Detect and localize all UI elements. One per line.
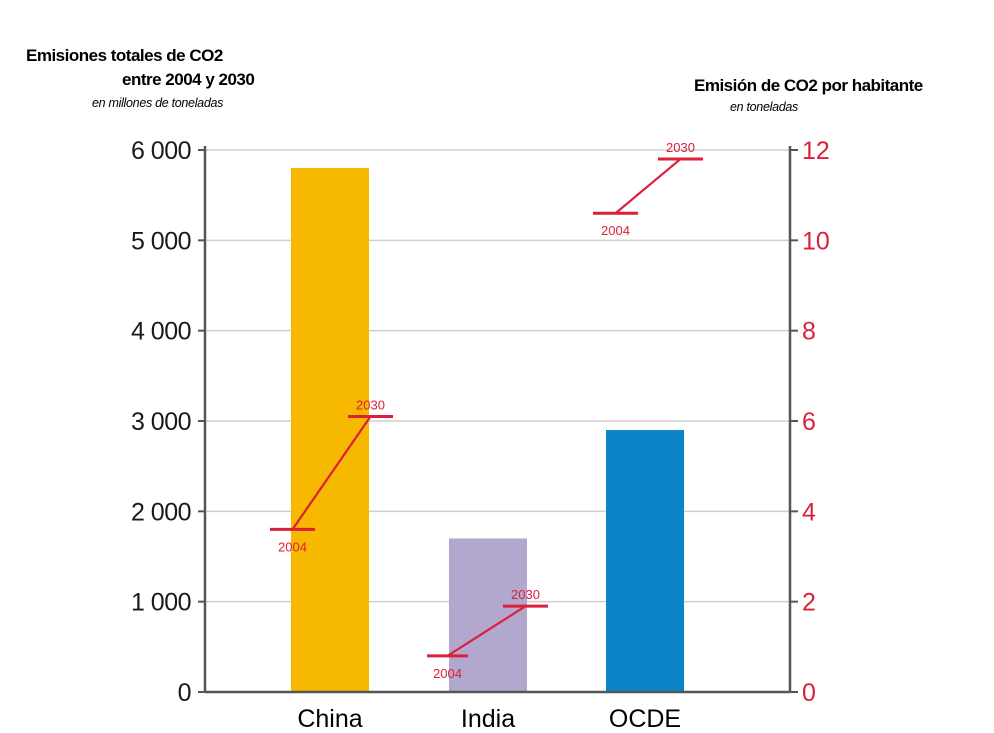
- right-tick-label: 10: [802, 227, 830, 255]
- bar-ocde: [606, 430, 684, 692]
- per-capita-year-label: 2030: [666, 140, 695, 155]
- left-tick-label: 1 000: [131, 589, 191, 617]
- per-capita-year-label: 2030: [356, 397, 385, 412]
- right-tick-label: 12: [802, 137, 830, 165]
- left-axis-ticks: 0 1 000 2 000 3 000 4 000 5 000 6 000: [131, 137, 205, 707]
- left-tick-label: 3 000: [131, 408, 191, 436]
- per-capita-year-label: 2004: [433, 666, 462, 681]
- category-label: India: [461, 705, 515, 733]
- right-tick-label: 6: [802, 408, 816, 436]
- left-tick-label: 5 000: [131, 227, 191, 255]
- per-capita-year-label: 2030: [511, 587, 540, 602]
- left-tick-label: 0: [178, 679, 191, 707]
- right-tick-label: 4: [802, 498, 816, 526]
- right-tick-label: 8: [802, 318, 816, 346]
- category-label: OCDE: [609, 705, 681, 733]
- right-tick-label: 2: [802, 589, 816, 617]
- bar-china: [291, 168, 369, 693]
- left-tick-label: 4 000: [131, 318, 191, 346]
- per-capita-year-label: 2004: [278, 539, 307, 554]
- right-axis-ticks: 0 2 4 6 8 10 12: [790, 137, 830, 707]
- right-tick-label: 0: [802, 679, 816, 707]
- category-label: China: [297, 705, 362, 733]
- per-capita-line: [291, 415, 372, 531]
- per-capita-line: [614, 158, 682, 215]
- left-tick-label: 6 000: [131, 137, 191, 165]
- per-capita-line: [446, 605, 527, 657]
- per-capita-series: 2004 2030 2004 2030 2004 2030: [270, 140, 703, 681]
- right-axis-title: Emisión de CO2 por habitante: [694, 76, 923, 95]
- left-axis-title-line2: entre 2004 y 2030: [122, 70, 255, 89]
- bar-india: [449, 538, 527, 692]
- left-axis-units: en millones de toneladas: [92, 96, 224, 110]
- left-axis-title-line1: Emisiones totales de CO2: [26, 46, 223, 65]
- category-labels: China India OCDE: [297, 705, 681, 733]
- right-axis-units: en toneladas: [730, 100, 798, 114]
- left-tick-label: 2 000: [131, 498, 191, 526]
- bars: [291, 168, 684, 693]
- per-capita-year-label: 2004: [601, 223, 630, 238]
